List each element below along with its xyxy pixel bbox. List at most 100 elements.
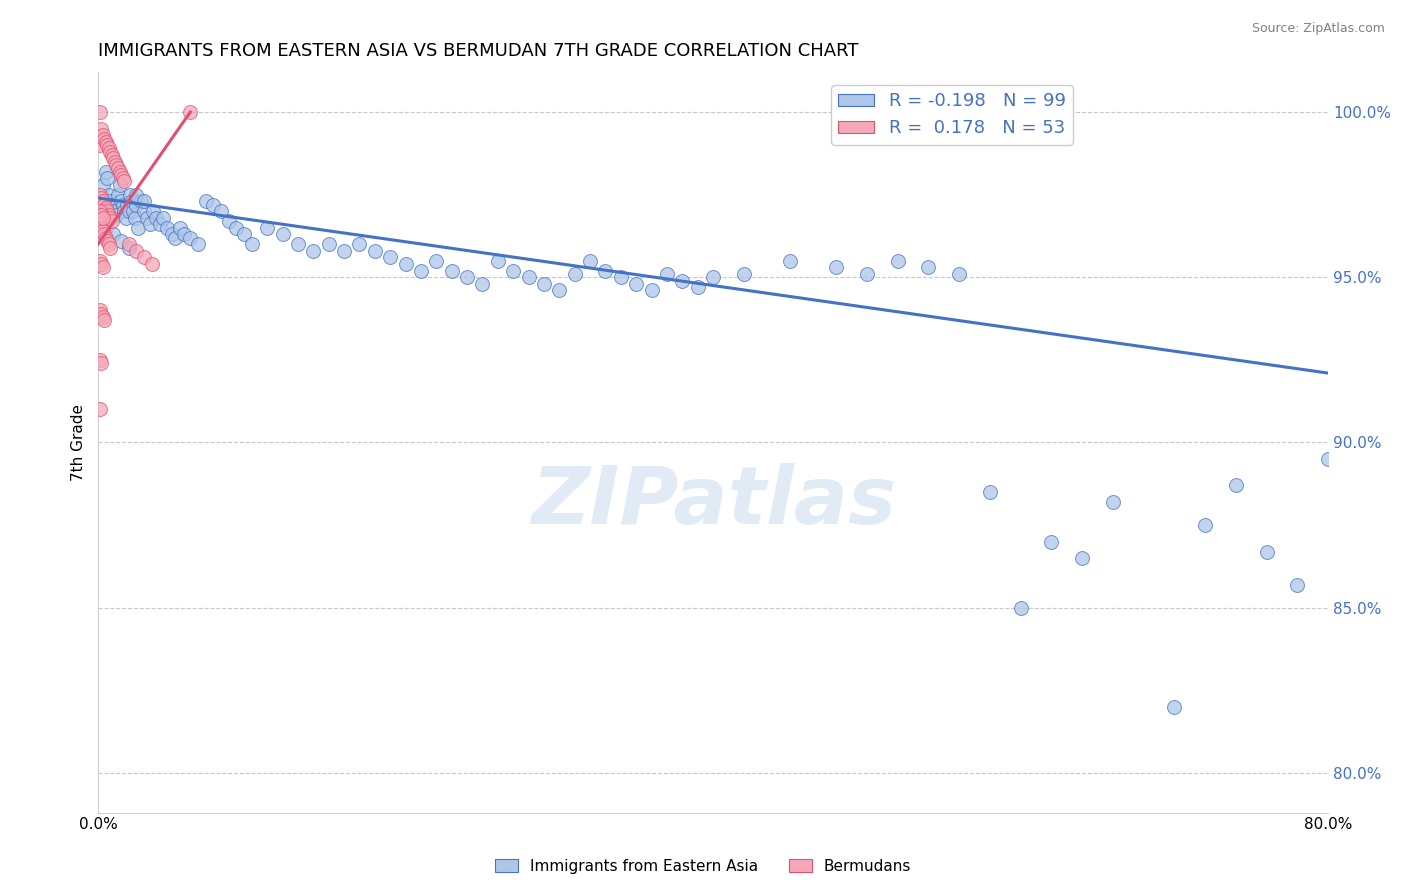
Point <box>502 263 524 277</box>
Point <box>233 227 256 242</box>
Point <box>111 197 134 211</box>
Point <box>1225 478 1247 492</box>
Point <box>779 253 801 268</box>
Point <box>209 204 232 219</box>
Point <box>94 220 117 235</box>
Point <box>380 251 402 265</box>
Point <box>134 251 156 265</box>
Point <box>93 197 115 211</box>
Point <box>564 267 586 281</box>
Point <box>91 224 114 238</box>
Point <box>148 218 170 232</box>
Point <box>107 161 129 176</box>
Point <box>640 284 662 298</box>
Point <box>101 214 124 228</box>
Text: ZIPatlas: ZIPatlas <box>530 463 896 541</box>
Point <box>156 220 179 235</box>
Point <box>89 187 111 202</box>
Point <box>533 277 555 291</box>
Point <box>98 211 121 225</box>
Text: IMMIGRANTS FROM EASTERN ASIA VS BERMUDAN 7TH GRADE CORRELATION CHART: IMMIGRANTS FROM EASTERN ASIA VS BERMUDAN… <box>98 42 859 60</box>
Point <box>90 191 112 205</box>
Point <box>125 244 148 258</box>
Point <box>105 207 128 221</box>
Point <box>112 204 135 219</box>
Point <box>579 253 602 268</box>
Point <box>103 152 125 166</box>
Point <box>671 274 693 288</box>
Point <box>702 270 724 285</box>
Point <box>118 204 141 219</box>
Point <box>90 307 112 321</box>
Point <box>456 270 478 285</box>
Point <box>655 267 678 281</box>
Point <box>89 352 111 367</box>
Point <box>90 121 112 136</box>
Point <box>1194 518 1216 533</box>
Point <box>104 204 127 219</box>
Y-axis label: 7th Grade: 7th Grade <box>72 404 86 481</box>
Point <box>686 280 709 294</box>
Point <box>110 168 132 182</box>
Point <box>129 194 152 209</box>
Point <box>733 267 755 281</box>
Point <box>91 260 114 275</box>
Point <box>179 230 201 244</box>
Point <box>89 303 111 318</box>
Point <box>595 263 617 277</box>
Point <box>97 237 120 252</box>
Text: Source: ZipAtlas.com: Source: ZipAtlas.com <box>1251 22 1385 36</box>
Point <box>486 253 509 268</box>
Point <box>145 211 167 225</box>
Point <box>136 211 159 225</box>
Point <box>112 174 135 188</box>
Legend: Immigrants from Eastern Asia, Bermudans: Immigrants from Eastern Asia, Bermudans <box>489 853 917 880</box>
Point <box>96 138 118 153</box>
Point <box>94 135 117 149</box>
Point <box>94 230 117 244</box>
Point <box>979 485 1001 500</box>
Point <box>89 218 111 232</box>
Point <box>91 178 114 192</box>
Point <box>825 260 848 275</box>
Point <box>118 237 141 252</box>
Legend: R = -0.198   N = 99, R =  0.178   N = 53: R = -0.198 N = 99, R = 0.178 N = 53 <box>831 85 1073 145</box>
Point <box>107 187 129 202</box>
Point <box>194 194 217 209</box>
Point <box>271 227 294 242</box>
Point <box>125 197 148 211</box>
Point <box>120 187 142 202</box>
Point <box>548 284 571 298</box>
Point <box>90 207 112 221</box>
Point <box>89 402 111 417</box>
Point <box>122 204 145 219</box>
Point <box>91 310 114 324</box>
Point <box>89 105 111 120</box>
Point <box>225 220 247 235</box>
Point <box>218 214 240 228</box>
Point <box>349 237 371 252</box>
Point <box>124 211 146 225</box>
Point <box>517 270 540 285</box>
Point <box>90 356 112 370</box>
Point <box>105 158 128 172</box>
Point <box>318 237 340 252</box>
Point <box>127 220 149 235</box>
Point <box>89 253 111 268</box>
Point <box>302 244 325 258</box>
Point <box>152 211 174 225</box>
Point <box>948 267 970 281</box>
Point <box>93 313 115 327</box>
Point <box>240 237 263 252</box>
Point <box>394 257 416 271</box>
Point <box>97 207 120 221</box>
Point <box>917 260 939 275</box>
Point <box>610 270 633 285</box>
Point <box>202 197 225 211</box>
Point <box>187 237 209 252</box>
Point <box>1286 577 1309 591</box>
Point <box>97 141 120 155</box>
Point <box>101 197 124 211</box>
Point <box>139 218 162 232</box>
Point <box>93 131 115 145</box>
